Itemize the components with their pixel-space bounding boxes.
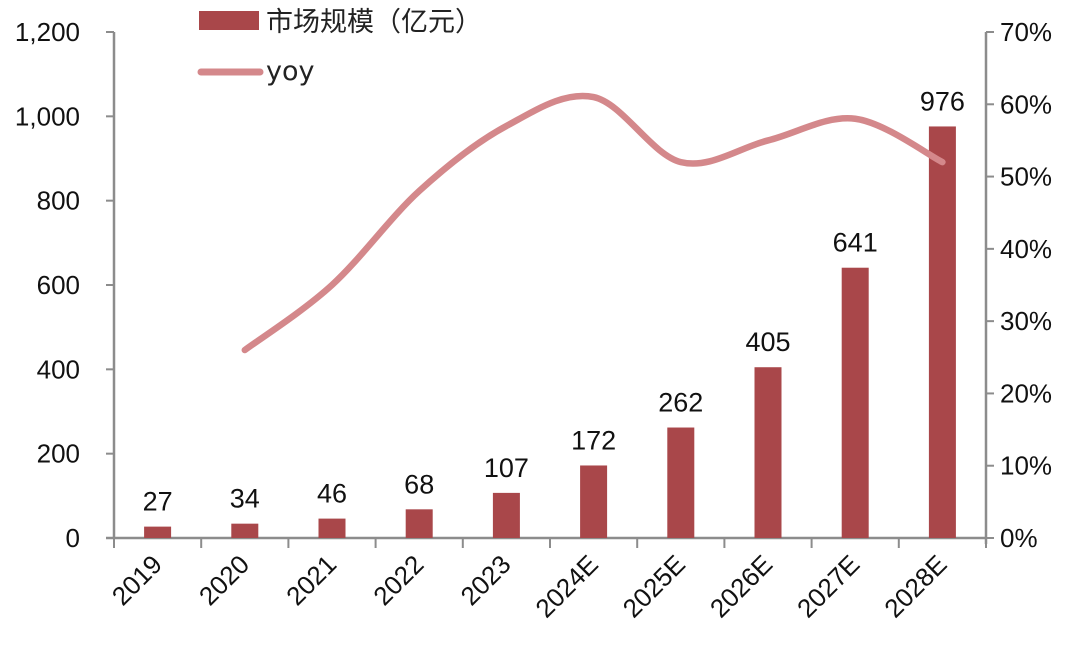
yoy-line [241, 92, 946, 354]
right-axis-tick-label: 50% [1000, 162, 1052, 192]
x-axis-tick-label: 2027E [791, 549, 865, 623]
legend: 市场规模（亿元） yoy [197, 7, 482, 87]
x-axis-tick-label: 2025E [617, 549, 691, 623]
legend-bar-label: 市场规模（亿元） [266, 7, 482, 38]
left-axis-tick-label: 200 [37, 439, 80, 469]
bar [667, 427, 695, 538]
line-series-yoy [241, 92, 946, 354]
bar-value-label: 46 [317, 479, 347, 509]
right-axis-tick-label: 0% [1000, 523, 1038, 553]
x-axis-tick-label: 2020 [193, 549, 255, 611]
x-axis-tick-label: 2026E [704, 549, 778, 623]
x-axis-tick-label: 2028E [878, 549, 952, 623]
bar [405, 509, 433, 538]
bar [492, 492, 520, 538]
x-axis-tick-label: 2024E [529, 549, 603, 623]
x-axis: 2019 2020 2021 2022 2023 2024E 2025E 2026E 2027E… [106, 536, 987, 623]
left-axis-tick-label: 1,200 [15, 17, 80, 47]
bar [144, 526, 172, 538]
left-axis-tick-label: 1,000 [15, 101, 80, 131]
bar [841, 267, 869, 538]
right-axis-tick-label: 30% [1000, 306, 1052, 336]
bar-value-label: 34 [230, 484, 260, 514]
legend-line-label: yoy [266, 56, 314, 87]
right-axis-tick-label: 70% [1000, 17, 1052, 47]
bar-value-label: 107 [484, 453, 529, 483]
left-y-axis: 0 200 400 600 800 1,000 1,200 [15, 17, 116, 553]
x-axis-tick-label: 2019 [106, 549, 168, 611]
right-axis-tick-label: 20% [1000, 378, 1052, 408]
bar [580, 465, 608, 538]
bar [754, 367, 782, 538]
right-y-axis: 0% 10% 20% 30% 40% 50% 60% 70% [984, 17, 1052, 553]
bar-value-label: 976 [920, 86, 965, 116]
x-axis-tick-label: 2023 [455, 549, 517, 611]
left-axis-tick-label: 0 [66, 523, 80, 553]
legend-bar-swatch [199, 11, 259, 30]
right-axis-tick-label: 10% [1000, 451, 1052, 481]
bar-value-label: 262 [658, 388, 703, 418]
bar-value-label: 68 [404, 469, 434, 499]
bar-data-labels: 27 34 46 68 107 172 262 405 641 976 [143, 86, 965, 516]
bar-value-label: 641 [833, 228, 878, 258]
left-axis-tick-label: 600 [37, 270, 80, 300]
right-axis-tick-label: 40% [1000, 234, 1052, 264]
left-axis-tick-label: 400 [37, 354, 80, 384]
x-axis-tick-label: 2021 [280, 549, 342, 611]
bar-value-label: 405 [745, 327, 790, 357]
bar-series-market-size [144, 126, 956, 538]
x-axis-tick-label: 2022 [367, 549, 429, 611]
bar [318, 518, 346, 538]
bar-value-label: 172 [571, 425, 616, 455]
bar [231, 523, 259, 538]
left-axis-tick-label: 800 [37, 186, 80, 216]
bar [928, 126, 956, 538]
bar-value-label: 27 [143, 487, 173, 517]
right-axis-tick-label: 60% [1000, 89, 1052, 119]
